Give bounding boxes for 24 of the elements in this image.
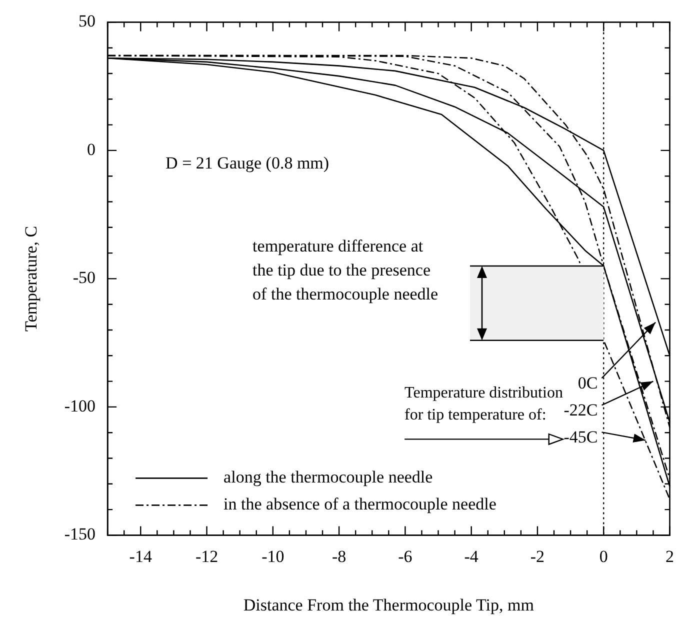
annotation: Temperature distribution for tip temperature of: <box>404 384 563 424</box>
x-tick-label: -8 <box>332 546 346 566</box>
y-tick-label: -50 <box>72 268 96 288</box>
annotation: D = 21 Gauge (0.8 mm) <box>166 154 330 173</box>
band-label: temperature difference at the tip due to the presence of the thermocouple needle <box>252 236 438 304</box>
x-tick-label: 2 <box>666 546 674 566</box>
legend-label: in the absence of a thermocouple needle <box>224 494 496 514</box>
x-axis-title: Distance From the Thermocouple Tip, mm <box>243 595 534 614</box>
annotation: 0C <box>578 374 598 393</box>
annotation: -22C <box>564 400 598 420</box>
y-tick-label: 50 <box>78 12 96 31</box>
x-tick-label: -12 <box>195 546 218 566</box>
x-tick-label: -4 <box>464 546 479 566</box>
x-tick-label: -10 <box>262 546 284 566</box>
x-tick-label: -2 <box>530 546 545 566</box>
annotation: -45C <box>564 428 598 447</box>
y-axis-title: Temperature, C <box>22 226 41 332</box>
legend-label: along the thermocouple needle <box>224 468 433 487</box>
y-tick-label: -100 <box>64 396 96 416</box>
x-tick-label: 0 <box>599 546 608 566</box>
x-tick-label: -14 <box>129 546 152 566</box>
y-tick-label: 0 <box>87 140 96 159</box>
y-tick-label: -150 <box>64 524 96 544</box>
x-tick-label: -6 <box>398 546 412 566</box>
